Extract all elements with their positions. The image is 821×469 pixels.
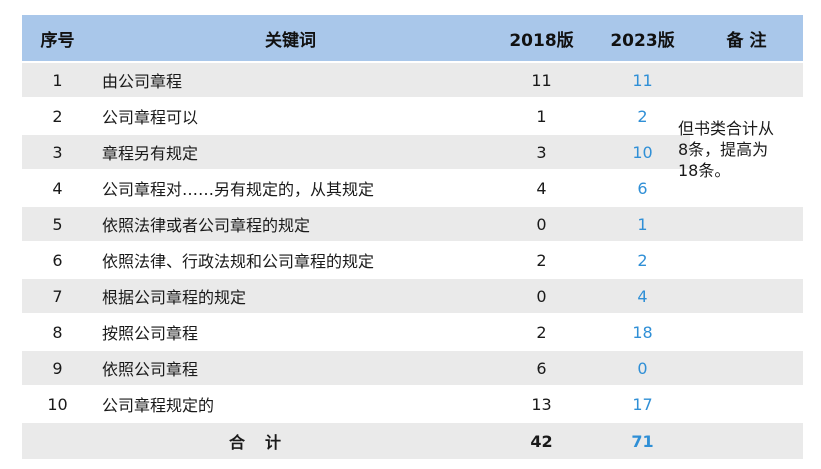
note-text: 但书类合计从 8条，提高为 18条。 (678, 119, 775, 180)
table-row: 1 由公司章程 11 11 (22, 62, 803, 99)
row-2023-count: 11 (595, 62, 690, 99)
row-2018-count: 0 (488, 206, 595, 243)
row-no: 10 (22, 386, 93, 423)
row-keyword: 依照公司章程 (93, 350, 488, 387)
row-no: 6 (22, 242, 93, 279)
row-2018-count: 2 (488, 242, 595, 279)
row-note (690, 62, 803, 99)
row-keyword: 章程另有规定 (93, 134, 488, 171)
row-2018-count: 6 (488, 350, 595, 387)
row-keyword: 公司章程规定的 (93, 386, 488, 423)
row-2018-count: 3 (488, 134, 595, 171)
row-keyword: 公司章程对……另有规定的，从其规定 (93, 170, 488, 207)
table-row: 2 公司章程可以 1 2 (22, 98, 803, 207)
row-2018-count: 0 (488, 278, 595, 315)
row-2023-count: 1 (595, 206, 690, 243)
total-row: 合计 42 71 (22, 422, 803, 461)
row-keyword: 按照公司章程 (93, 314, 488, 351)
table-row: 8 按照公司章程 2 18 (22, 314, 803, 351)
row-2023-count: 0 (595, 350, 690, 387)
table-row: 10 公司章程规定的 13 17 (22, 386, 803, 423)
total-label: 合计 (22, 422, 488, 461)
table-row: 7 根据公司章程的规定 0 4 (22, 278, 803, 315)
table-row: 9 依照公司章程 6 0 (22, 350, 803, 387)
header-no: 序号 (22, 15, 93, 63)
row-2018-count: 1 (488, 98, 595, 135)
header-keyword: 关键词 (93, 15, 488, 63)
row-2023-count: 4 (595, 278, 690, 315)
row-2023-count: 2 (595, 98, 690, 135)
keyword-comparison-table: 序号 关键词 2018版 2023版 备 注 1 由公司章程 11 11 2 公… (22, 15, 803, 461)
row-no: 2 (22, 98, 93, 135)
row-no: 1 (22, 62, 93, 99)
row-2023-count: 2 (595, 242, 690, 279)
row-no: 7 (22, 278, 93, 315)
total-note (690, 422, 803, 461)
row-note (690, 242, 803, 279)
row-no: 3 (22, 134, 93, 171)
row-keyword: 依照法律、行政法规和公司章程的规定 (93, 242, 488, 279)
table-row: 5 依照法律或者公司章程的规定 0 1 (22, 206, 803, 243)
header-2023: 2023版 (595, 15, 690, 63)
note-cell (690, 98, 803, 207)
row-keyword: 公司章程可以 (93, 98, 488, 135)
row-2023-count: 17 (595, 386, 690, 423)
table-row: 3 章程另有规定 3 10 (22, 134, 803, 171)
row-note (690, 350, 803, 387)
row-keyword: 由公司章程 (93, 62, 488, 99)
row-note (690, 278, 803, 315)
row-note (690, 206, 803, 243)
total-2018: 42 (488, 422, 595, 461)
row-keyword: 根据公司章程的规定 (93, 278, 488, 315)
row-2023-count: 18 (595, 314, 690, 351)
header-2018: 2018版 (488, 15, 595, 63)
row-2018-count: 13 (488, 386, 595, 423)
table-row: 4 公司章程对……另有规定的，从其规定 4 6 (22, 170, 803, 207)
row-2018-count: 4 (488, 170, 595, 207)
row-no: 8 (22, 314, 93, 351)
row-2023-count: 10 (595, 134, 690, 171)
table-header-row: 序号 关键词 2018版 2023版 备 注 (22, 15, 803, 63)
row-note (690, 314, 803, 351)
total-2023: 71 (595, 422, 690, 461)
row-2018-count: 2 (488, 314, 595, 351)
row-note (690, 386, 803, 423)
row-keyword: 依照法律或者公司章程的规定 (93, 206, 488, 243)
row-no: 9 (22, 350, 93, 387)
row-no: 4 (22, 170, 93, 207)
row-no: 5 (22, 206, 93, 243)
header-note: 备 注 (690, 15, 803, 63)
row-2023-count: 6 (595, 170, 690, 207)
row-2018-count: 11 (488, 62, 595, 99)
table-row: 6 依照法律、行政法规和公司章程的规定 2 2 (22, 242, 803, 279)
